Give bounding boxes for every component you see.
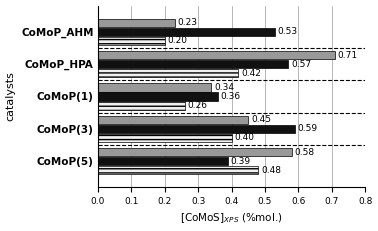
Bar [98,157,228,165]
Text: 0.39: 0.39 [231,157,251,166]
Text: 0.40: 0.40 [234,133,254,142]
Bar [98,92,218,100]
Bar [98,37,165,45]
Text: 0.71: 0.71 [338,51,358,60]
Text: 0.53: 0.53 [278,27,298,36]
Bar [98,116,248,124]
Text: 0.36: 0.36 [221,92,241,101]
Text: 0.23: 0.23 [177,18,197,27]
Bar [98,134,231,142]
Bar [98,166,258,174]
Bar [98,28,275,36]
Text: 0.26: 0.26 [187,101,208,110]
Text: 0.57: 0.57 [291,60,311,69]
Bar [98,69,238,77]
Text: 0.45: 0.45 [251,115,271,124]
Bar [98,19,175,27]
Bar [98,83,211,91]
Text: 0.34: 0.34 [214,83,234,92]
Text: 0.20: 0.20 [167,36,187,45]
Text: 0.59: 0.59 [298,124,318,133]
X-axis label: [CoMoS]$_{XPS}$ (%mol.): [CoMoS]$_{XPS}$ (%mol.) [180,212,283,225]
Bar [98,101,185,109]
Bar [98,51,335,59]
Text: 0.48: 0.48 [261,166,281,175]
Text: 0.58: 0.58 [294,148,314,157]
Text: 0.42: 0.42 [241,69,261,78]
Y-axis label: catalysts: catalysts [6,72,15,122]
Bar [98,148,292,156]
Bar [98,60,288,68]
Bar [98,125,295,133]
